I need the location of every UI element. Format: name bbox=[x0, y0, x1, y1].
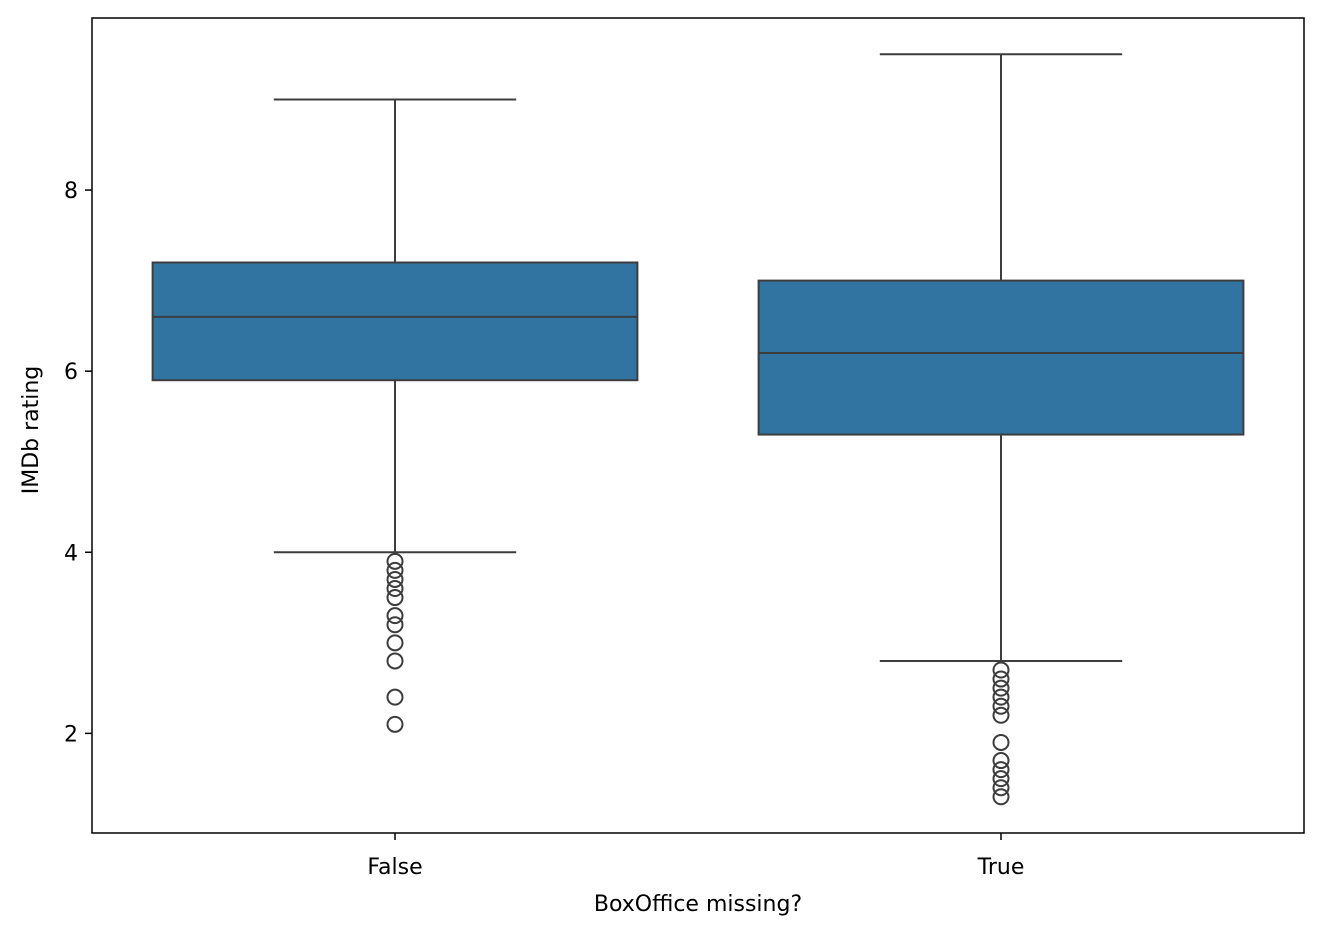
outlier-point bbox=[992, 770, 1010, 788]
outlier-point bbox=[386, 580, 404, 597]
outlier-point bbox=[992, 761, 1010, 779]
outlier-point bbox=[386, 552, 404, 570]
outlier-point bbox=[386, 652, 404, 670]
y-tick-label: 6 bbox=[64, 360, 78, 385]
outlier-point bbox=[386, 715, 404, 733]
x-axis: False True bbox=[367, 833, 1024, 880]
box-group-false bbox=[151, 98, 639, 733]
outlier-point bbox=[386, 688, 404, 706]
y-axis: 2 4 6 8 bbox=[64, 179, 92, 747]
outlier-point bbox=[992, 706, 1010, 724]
outlier-point bbox=[992, 752, 1010, 770]
outlier-point bbox=[992, 679, 1010, 697]
outlier-point bbox=[386, 634, 404, 652]
outlier-point bbox=[992, 661, 1010, 679]
box-group-true bbox=[757, 53, 1245, 806]
outlier-point bbox=[386, 570, 404, 588]
outlier-point bbox=[992, 779, 1010, 797]
outlier-point bbox=[386, 616, 404, 634]
y-tick-label: 8 bbox=[64, 179, 78, 204]
x-tick-label: False bbox=[367, 855, 422, 880]
y-axis-label: IMDb rating bbox=[19, 366, 44, 495]
outlier-point bbox=[992, 788, 1010, 806]
outlier-point bbox=[386, 561, 404, 579]
iqr-box bbox=[151, 261, 639, 382]
iqr-box bbox=[757, 279, 1245, 436]
outlier-point bbox=[386, 589, 404, 607]
x-axis-label: BoxOffice missing? bbox=[594, 892, 802, 917]
outlier-point bbox=[386, 607, 404, 625]
outlier-point bbox=[992, 670, 1010, 688]
plot-area-frame bbox=[91, 17, 1305, 834]
outlier-point bbox=[992, 697, 1010, 715]
outlier-point bbox=[992, 733, 1010, 751]
chart-marks bbox=[151, 53, 1245, 806]
outlier-point bbox=[992, 688, 1010, 706]
x-tick-label: True bbox=[977, 855, 1025, 880]
y-tick-label: 4 bbox=[64, 541, 78, 566]
y-tick-label: 2 bbox=[64, 722, 78, 747]
